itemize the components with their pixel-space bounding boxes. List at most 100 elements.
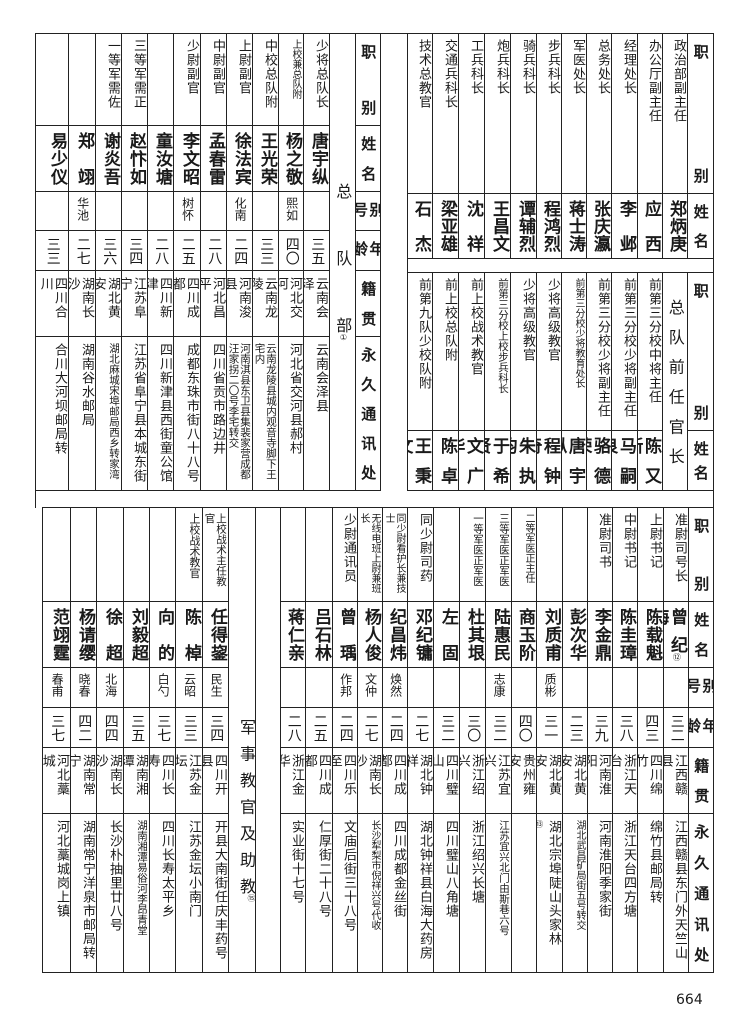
- instructor-origin: 湖南湘潭: [123, 747, 150, 814]
- column-header-text: 职别: [691, 283, 710, 420]
- staff-age: 二七: [357, 707, 383, 748]
- column-header: 职别: [355, 33, 381, 126]
- staff-age: 二八: [147, 230, 174, 271]
- section-heading-instructors: 军事教官及助教 ⑮: [228, 507, 256, 973]
- staff-age: 四三: [637, 707, 664, 748]
- instructor-age-text: 三七: [155, 713, 172, 742]
- officer-name-text: 王昌文: [489, 200, 509, 252]
- officer-position-text: 军医处长: [570, 39, 585, 95]
- instructor-alias-text: 晓春: [77, 673, 92, 697]
- staff-address-text: 四川璧山八角塘: [443, 820, 458, 918]
- officer-position: 办公厅副主任: [637, 33, 663, 194]
- staff-address: 绵竹县邮局转: [637, 813, 664, 973]
- staff-origin: 浙江绍兴: [459, 747, 486, 814]
- staff-age: 三八: [612, 707, 638, 748]
- former-officer-position: 前第三分校上校步兵科长: [484, 272, 511, 431]
- instructor-position-text: 上校战术主任教官: [203, 513, 227, 587]
- staff-origin-text: 浙江天台: [612, 754, 636, 796]
- column-header: 永久通讯处: [355, 336, 381, 491]
- instructor-address-text: 湖南常宁洋泉市邮局转: [80, 820, 95, 960]
- staff-origin: 江西赣县: [663, 747, 689, 814]
- staff-origin-text: 江苏阜宁: [121, 277, 146, 319]
- staff-name: 杨人俊: [357, 601, 383, 668]
- officer-name: 王昌文: [484, 193, 511, 259]
- staff-address-text: 浙江绍兴长塘: [469, 820, 484, 904]
- officer-name-text: 石杰: [411, 200, 431, 252]
- staff-address-text: 湖北武昌矿局街五号转交: [574, 820, 585, 930]
- staff-age: 四〇: [511, 707, 537, 748]
- staff-age: 三四: [121, 230, 148, 271]
- staff-address: [511, 813, 537, 973]
- staff-age-text: 二七: [413, 713, 430, 742]
- staff-age-text: 三二: [491, 713, 508, 742]
- staff-position-text: 准尉司书: [596, 513, 611, 569]
- staff-alias-text: 化南: [233, 197, 248, 221]
- staff-name-text: 曾纪海: [664, 608, 687, 653]
- staff-origin-text: 湖南长沙: [357, 754, 381, 796]
- staff-name-text: 杨人俊: [361, 608, 381, 661]
- staff-name-text: 李金鼎: [591, 608, 611, 661]
- officer-position-text: 炮兵科长: [494, 39, 509, 95]
- staff-address-text: 湖北钟祥县白海大药房: [417, 820, 432, 960]
- staff-alias: 焕然: [382, 667, 408, 708]
- officer-name: 谭辅烈: [510, 193, 537, 259]
- officer-name: 李邺: [611, 193, 638, 259]
- instructor-origin: 江苏金坛: [175, 747, 203, 814]
- officer-name-text: 李邺: [616, 200, 636, 252]
- staff-address-text: 江苏省阜宁县本城东街: [131, 343, 146, 483]
- staff-age-text: 三八: [617, 713, 634, 742]
- instructor-alias-text: 白勺: [156, 673, 171, 697]
- former-officer-name: 于希贤: [484, 430, 511, 491]
- staff-origin: 四川绵竹: [637, 747, 664, 814]
- instructor-name: 陈棹: [175, 601, 203, 668]
- officer-position-text: 技术总教官: [416, 39, 431, 109]
- staff-origin-text: 湖北黄安: [95, 277, 120, 319]
- officer-position-text: 交通兵科长: [442, 39, 457, 109]
- staff-position-text: 上校兼总队附: [290, 39, 301, 99]
- staff-alias-text: 焕然: [388, 673, 403, 697]
- staff-alias: 作邦: [332, 667, 358, 708]
- former-officer-name: 王秉文: [407, 430, 433, 491]
- staff-address-text: 长沙犁梨市倪祥兴号代收: [369, 820, 380, 930]
- staff-name: 李文昭: [173, 125, 201, 192]
- staff-name-text: 左固: [438, 608, 458, 661]
- staff-alias: [663, 667, 689, 708]
- staff-address: 浙江天台四方塘: [612, 813, 638, 973]
- column-header: 永久通讯处: [688, 813, 714, 973]
- staff-name: 王光荣: [252, 125, 279, 192]
- instructor-alias: 北海: [96, 667, 124, 708]
- staff-alias-text: 熙如: [284, 197, 299, 221]
- staff-address-text: 湖南谷水邮局: [79, 343, 94, 427]
- staff-position: 中校总队附: [252, 33, 279, 126]
- former-officer-name: 程钟奇: [536, 430, 562, 491]
- column-header: 姓名: [355, 125, 381, 192]
- staff-alias: [459, 667, 486, 708]
- staff-position: 准尉司号长: [663, 507, 689, 602]
- instructor-name: 任得鋆: [202, 601, 229, 668]
- staff-position: 二等军医正主任: [511, 507, 537, 602]
- staff-name-text: 商玉阶: [515, 608, 535, 661]
- section-heading-headquarters: 总队部 ①: [329, 33, 356, 491]
- instructor-position: [70, 507, 97, 602]
- staff-address: 长沙犁梨市倪祥兴号代收: [357, 813, 383, 973]
- empty-column: [255, 507, 281, 973]
- staff-origin: 河北交河: [278, 270, 304, 337]
- column-header: 职别: [687, 33, 714, 194]
- staff-origin-text: 四川璧山: [433, 754, 458, 796]
- staff-origin: 贵州雍安⑭: [511, 747, 537, 814]
- instructor-alias-text: 春甫: [50, 673, 65, 697]
- officer-name-text: 郑炳庚: [666, 200, 686, 252]
- staff-position: 三等军需正: [121, 33, 148, 126]
- staff-position: [68, 33, 96, 126]
- staff-position-text: 同少尉看护长兼技士: [383, 513, 405, 593]
- former-officer-name: 骆德荣: [586, 430, 612, 491]
- staff-position-text: 少将总队长: [313, 39, 328, 109]
- footnote-marker: ⑫: [672, 653, 682, 661]
- staff-age-text: 三六: [101, 236, 118, 265]
- column-header-text: 籍贯: [692, 758, 711, 803]
- instructor-age-text: 三四: [208, 713, 225, 742]
- section-heading-former-officers: 总队前任官长: [662, 272, 688, 491]
- column-header: 姓名: [688, 601, 714, 668]
- former-officer-name: 唐宇纵: [561, 430, 587, 491]
- staff-name: 孟春雷: [200, 125, 227, 192]
